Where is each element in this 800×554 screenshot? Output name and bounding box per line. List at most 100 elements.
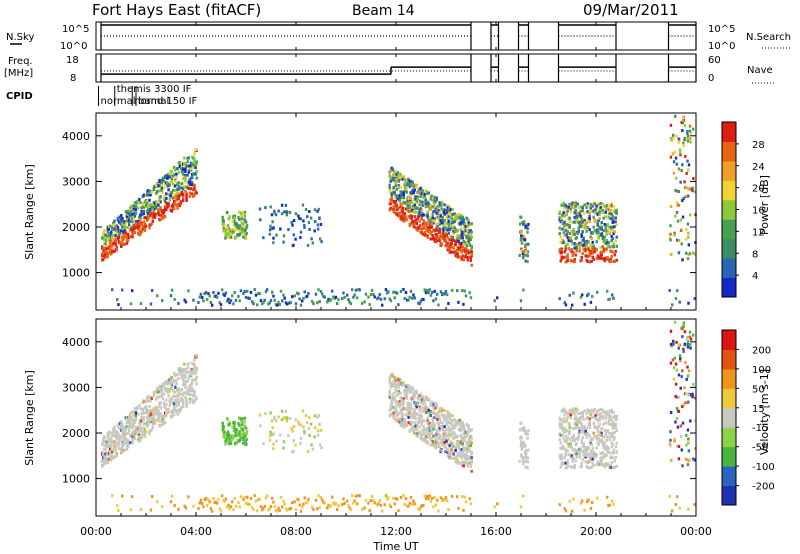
- velocity-cell: [437, 423, 440, 427]
- power-cell: [611, 250, 614, 254]
- power-cell: [280, 203, 284, 207]
- velocity-cell: [151, 425, 155, 429]
- power-cell: [227, 236, 231, 240]
- velocity-cell: [193, 389, 196, 393]
- power-cell: [107, 227, 111, 231]
- power-cell: [576, 232, 579, 236]
- velocity-cell: [413, 394, 416, 398]
- power-cell: [443, 212, 446, 216]
- velocity-cell: [313, 414, 317, 418]
- power-cell: [459, 223, 462, 227]
- power-cell: [613, 225, 616, 229]
- power-data: [101, 114, 697, 307]
- velocity-cell: [284, 409, 288, 413]
- power-cell: [522, 254, 525, 258]
- velocity-cell: [134, 411, 138, 415]
- power-cell: [274, 302, 278, 306]
- velocity-cell: [211, 509, 214, 513]
- power-cell: [452, 231, 455, 235]
- velocity-cell: [392, 414, 395, 418]
- velocity-cell: [144, 411, 148, 415]
- velocity-cell: [271, 496, 274, 500]
- power-cell: [121, 216, 124, 220]
- power-cell: [271, 220, 274, 224]
- velocity-cell: [173, 503, 176, 507]
- power-cell: [685, 131, 689, 135]
- velocity-cell: [223, 499, 226, 503]
- power-cell: [570, 230, 573, 234]
- power-cell: [226, 231, 230, 235]
- colorbar-segment: [722, 141, 736, 162]
- power-cell: [183, 298, 186, 302]
- velocity-cell: [153, 421, 157, 425]
- power-cell: [518, 222, 522, 226]
- velocity-cell: [418, 407, 421, 411]
- power-cell: [413, 197, 416, 201]
- velocity-cell: [130, 415, 133, 419]
- velocity-cell: [294, 508, 298, 512]
- velocity-cell: [396, 377, 399, 381]
- power-cell: [160, 186, 164, 190]
- power-cell: [170, 170, 174, 174]
- velocity-cell: [389, 412, 392, 416]
- power-cell: [675, 200, 679, 204]
- velocity-cell: [124, 432, 128, 436]
- power-cell: [411, 181, 414, 185]
- power-cell: [677, 137, 680, 141]
- power-cell: [158, 189, 161, 193]
- velocity-cell: [670, 344, 673, 348]
- power-cell: [393, 169, 396, 173]
- velocity-cell: [573, 438, 576, 442]
- power-cell: [259, 218, 262, 222]
- velocity-cell: [578, 455, 581, 459]
- velocity-cell: [243, 424, 247, 428]
- power-cell: [175, 198, 178, 202]
- power-cell: [459, 227, 462, 231]
- velocity-cell: [448, 444, 451, 448]
- power-cell: [674, 156, 678, 160]
- velocity-cell: [179, 406, 183, 410]
- power-cell: [684, 195, 687, 199]
- velocity-cell: [425, 429, 428, 433]
- power-cell: [591, 251, 594, 255]
- power-cell: [173, 173, 176, 177]
- power-cell: [567, 246, 570, 250]
- velocity-cell: [574, 417, 577, 421]
- power-cell: [114, 229, 117, 233]
- power-cell: [432, 236, 435, 240]
- power-cell: [142, 212, 146, 216]
- velocity-cell: [388, 389, 391, 393]
- velocity-cell: [411, 387, 414, 391]
- velocity-cell: [197, 506, 200, 510]
- power-cell: [398, 199, 401, 203]
- power-cell: [408, 182, 411, 186]
- power-cell: [180, 190, 184, 194]
- power-cell: [183, 163, 186, 167]
- velocity-cell: [234, 441, 237, 445]
- velocity-cell: [439, 424, 442, 428]
- velocity-cell: [262, 506, 265, 510]
- power-cell: [606, 256, 609, 260]
- power-cell: [427, 191, 430, 195]
- power-cell: [466, 241, 469, 245]
- power-cell: [188, 178, 192, 182]
- noise-traces: [100, 22, 697, 50]
- velocity-cell: [447, 425, 450, 429]
- power-cell: [604, 209, 607, 213]
- power-cell: [243, 214, 246, 218]
- velocity-cell: [594, 413, 597, 417]
- power-cell: [559, 235, 562, 239]
- power-cell: [432, 299, 435, 303]
- velocity-cell: [426, 416, 429, 420]
- power-cell: [585, 205, 588, 209]
- velocity-cell: [573, 452, 576, 456]
- power-cell: [228, 301, 231, 305]
- power-cell: [413, 188, 416, 192]
- power-cell: [102, 252, 105, 256]
- cpid-segment-label: normal: [134, 96, 169, 107]
- power-cell: [615, 223, 618, 227]
- velocity-cell: [151, 422, 155, 426]
- power-cell: [395, 172, 398, 176]
- velocity-cell: [423, 398, 426, 402]
- power-cell: [588, 220, 591, 224]
